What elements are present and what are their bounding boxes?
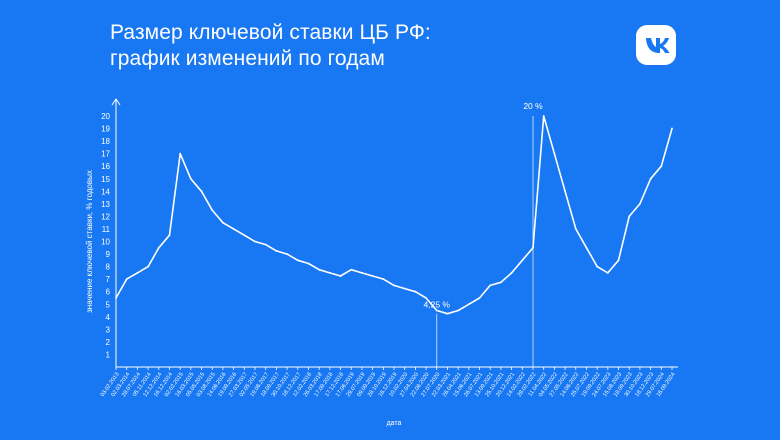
data-point: [585, 246, 588, 249]
data-point: [125, 278, 128, 281]
data-point: [564, 190, 566, 193]
y-tick-label: 11: [102, 225, 111, 234]
data-point: [521, 259, 524, 262]
y-tick-label: 20: [101, 112, 110, 121]
y-tick-label: 8: [106, 263, 111, 272]
data-point: [371, 275, 374, 277]
y-tick-label: 10: [101, 238, 110, 247]
data-point: [467, 303, 470, 306]
data-point: [446, 312, 449, 315]
annotation-label: 4,25 %: [424, 300, 451, 310]
data-point: [339, 275, 342, 277]
y-tick-label: 9: [106, 250, 111, 259]
y-tick-label: 1: [106, 350, 111, 359]
data-point: [574, 228, 577, 230]
x-axis-label: дата: [387, 420, 402, 427]
data-point: [606, 271, 609, 274]
y-tick-label: 15: [101, 175, 110, 184]
series-line: [115, 115, 673, 315]
data-point: [457, 309, 460, 312]
data-point: [542, 115, 545, 117]
data-point: [649, 177, 652, 180]
data-point: [500, 281, 502, 284]
title-line-1: Размер ключевой ставки ЦБ РФ:: [110, 21, 431, 44]
chart-axes: [111, 98, 678, 368]
annotation-label: 20 %: [523, 101, 543, 111]
data-point: [200, 190, 203, 193]
data-point: [275, 250, 278, 252]
data-point: [617, 259, 620, 262]
annotations-layer: 20 % 4,25 %: [424, 101, 543, 367]
data-point: [179, 152, 182, 155]
data-point: [328, 271, 331, 274]
y-tick-label: 12: [101, 212, 110, 221]
y-tick-label: 5: [106, 300, 111, 309]
data-point: [211, 209, 214, 212]
data-point: [393, 284, 395, 287]
data-point: [147, 265, 149, 268]
data-point: [660, 165, 663, 168]
y-tick-label: 6: [106, 288, 111, 297]
data-point: [318, 268, 321, 271]
y-tick-label: 4: [106, 313, 111, 322]
y-tick-label: 17: [101, 150, 110, 159]
vk-logo-icon: [636, 25, 676, 65]
data-point: [222, 221, 224, 224]
x-axis-ticks: 03.02.201302.03.201428.07.201405.11.2014…: [100, 367, 677, 398]
y-tick-label: 7: [106, 275, 111, 284]
data-point: [296, 259, 299, 262]
data-point: [425, 297, 427, 299]
series-layer: [115, 115, 673, 315]
data-point: [553, 152, 556, 155]
data-point: [115, 297, 117, 299]
data-point: [361, 271, 363, 274]
data-point: [403, 287, 406, 290]
y-tick-label: 2: [106, 338, 111, 347]
data-point: [286, 253, 288, 255]
title-line-2: график изменений по годам: [110, 47, 385, 70]
y-tick-label: 19: [101, 125, 110, 134]
data-point: [157, 246, 160, 249]
y-axis-arrow: [111, 98, 121, 106]
data-point: [478, 297, 481, 299]
data-point: [264, 243, 267, 246]
data-point: [639, 202, 641, 205]
y-tick-label: 13: [101, 200, 110, 209]
data-point: [350, 268, 353, 271]
vk-logo-glyph: [646, 38, 670, 53]
data-point: [168, 234, 171, 237]
y-tick-label: 16: [101, 162, 110, 171]
y-tick-label: 14: [101, 187, 110, 196]
data-point: [489, 284, 492, 287]
data-point: [243, 234, 246, 237]
data-point: [414, 290, 417, 293]
data-point: [136, 271, 139, 274]
data-point: [510, 271, 513, 274]
y-axis-label: значение ключевой ставки, % годовых: [85, 170, 94, 313]
data-point: [596, 265, 599, 268]
data-point: [628, 215, 631, 218]
data-point: [189, 177, 192, 180]
y-tick-label: 18: [101, 137, 110, 146]
data-point: [307, 262, 310, 265]
y-tick-label: 3: [106, 325, 111, 334]
data-point: [671, 127, 673, 130]
data-point: [382, 278, 385, 281]
data-point: [232, 228, 235, 230]
page-title: Размер ключевой ставки ЦБ РФ: график изм…: [110, 20, 431, 72]
data-point: [435, 309, 438, 312]
data-point: [254, 240, 256, 243]
